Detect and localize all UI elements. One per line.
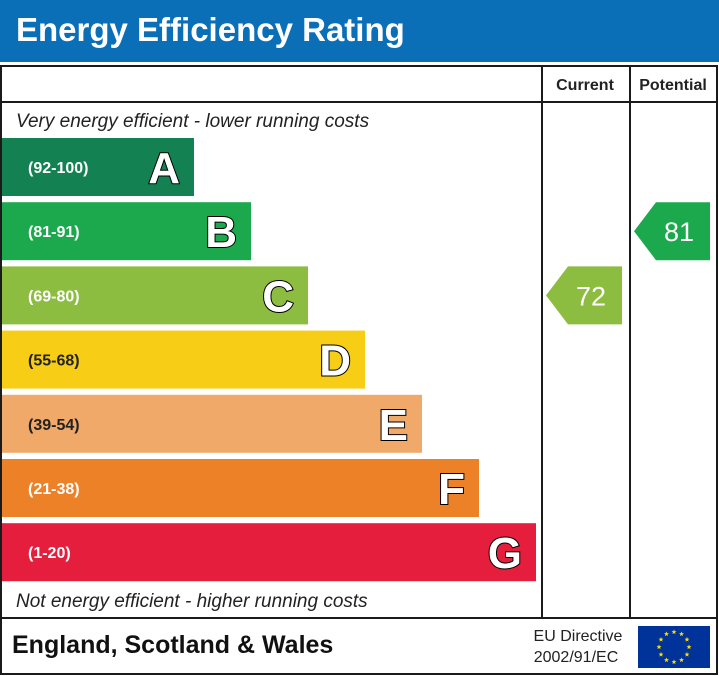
eu-flag-star xyxy=(684,651,690,657)
eu-flag-star xyxy=(684,636,690,642)
eu-flag-star xyxy=(679,631,684,637)
band-d-bar xyxy=(2,330,365,389)
band-e-bar xyxy=(2,394,422,453)
band-g-range: (1-20) xyxy=(28,545,71,562)
chart-frame xyxy=(0,65,718,675)
band-g-bar xyxy=(2,523,536,582)
footer-directive-line1: EU Directive xyxy=(534,628,623,645)
band-f-range: (21-38) xyxy=(28,481,80,498)
top-note: Very energy efficient - lower running co… xyxy=(16,111,370,132)
eu-flag-star xyxy=(658,651,664,657)
band-b-range: (81-91) xyxy=(28,224,80,241)
eu-flag-star xyxy=(671,629,677,635)
bottom-note: Not energy efficient - higher running co… xyxy=(16,591,368,612)
band-a-letter: A xyxy=(148,144,180,193)
current-score: 72 xyxy=(576,281,606,311)
rating-arrows: 72 81 xyxy=(546,202,710,325)
band-g-letter: G xyxy=(488,529,522,578)
current-arrow xyxy=(546,266,622,325)
eu-flag-star xyxy=(656,644,662,650)
eu-flag-star xyxy=(671,659,677,665)
footer-directive-line2: 2002/91/EC xyxy=(534,649,619,666)
eu-flag-icon xyxy=(638,626,710,668)
footer-region: England, Scotland & Wales xyxy=(12,631,333,659)
rating-bands: (92-100) A (81-91) B (69-80) C (55-68) D (39-54)… xyxy=(2,138,536,582)
band-f-bar xyxy=(2,459,479,517)
eu-flag-star xyxy=(664,631,669,637)
potential-score: 81 xyxy=(664,217,694,247)
eu-flag-star xyxy=(658,636,664,642)
band-b-bar xyxy=(2,202,251,261)
eu-flag-star xyxy=(686,644,692,650)
band-b-letter: B xyxy=(205,208,237,257)
potential-column-header: Potential xyxy=(639,77,707,94)
band-d-range: (55-68) xyxy=(28,353,80,370)
potential-arrow xyxy=(634,202,710,261)
eu-flag-star xyxy=(664,657,669,663)
current-column-header: Current xyxy=(556,77,614,94)
band-c-bar xyxy=(2,266,308,325)
band-f-letter: F xyxy=(438,465,465,514)
band-c-letter: C xyxy=(262,272,294,321)
page-title: Energy Efficiency Rating xyxy=(16,11,405,48)
header-bar: Energy Efficiency Rating xyxy=(0,0,719,62)
band-e-range: (39-54) xyxy=(28,417,80,434)
band-e-letter: E xyxy=(379,401,408,450)
eu-flag-star xyxy=(679,657,684,663)
band-c-range: (69-80) xyxy=(28,288,80,305)
band-a-range: (92-100) xyxy=(28,160,88,177)
band-a-bar xyxy=(2,138,194,196)
band-d-letter: D xyxy=(319,337,351,386)
